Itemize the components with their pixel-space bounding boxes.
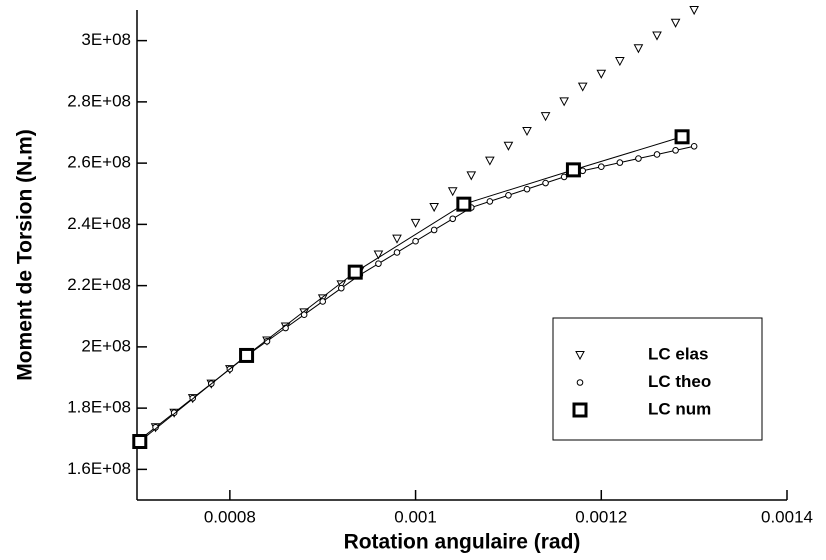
y-tick-label: 3E+08 [81, 30, 131, 49]
marker [633, 44, 644, 54]
marker [486, 198, 494, 205]
marker [412, 237, 419, 245]
marker [456, 196, 472, 212]
marker [523, 185, 531, 193]
marker [615, 57, 625, 67]
marker [559, 97, 569, 107]
marker [447, 187, 458, 197]
marker [575, 351, 585, 361]
legend-label: LC theo [648, 372, 711, 391]
marker [152, 423, 159, 431]
marker [132, 434, 148, 450]
marker [466, 171, 477, 181]
marker [597, 163, 605, 171]
y-axis-title: Moment de Torsion (N.m) [14, 129, 37, 381]
marker [652, 31, 662, 41]
marker [565, 162, 581, 178]
marker [576, 379, 584, 386]
marker [373, 250, 384, 260]
marker [690, 142, 698, 150]
marker [347, 264, 363, 280]
marker [635, 155, 642, 162]
marker [170, 409, 178, 417]
y-tick-label: 2.4E+08 [67, 214, 131, 233]
marker [393, 249, 401, 256]
marker [319, 298, 327, 305]
marker [540, 112, 551, 122]
y-tick-label: 1.6E+08 [67, 459, 131, 478]
marker [263, 337, 271, 345]
y-tick-label: 2.2E+08 [67, 275, 131, 294]
marker [503, 141, 514, 151]
marker [410, 218, 421, 228]
legend-box [552, 317, 763, 441]
marker [449, 215, 457, 223]
legend-label: LC elas [648, 344, 708, 363]
y-tick-label: 1.8E+08 [67, 398, 131, 417]
x-tick-label: 0.0008 [204, 507, 256, 526]
x-tick-label: 0.0012 [575, 507, 627, 526]
x-tick-label: 0.0014 [761, 507, 813, 526]
series-line [139, 136, 683, 442]
legend-label: LC num [648, 399, 711, 418]
marker [430, 226, 438, 234]
marker [670, 18, 681, 28]
y-tick-label: 2.8E+08 [67, 91, 131, 110]
marker [375, 260, 382, 267]
marker [577, 82, 588, 92]
x-axis-title: Rotation angulaire (rad) [344, 531, 581, 554]
marker [485, 156, 495, 166]
y-tick-label: 2E+08 [81, 336, 131, 355]
marker [392, 234, 402, 244]
marker [239, 347, 255, 363]
marker [689, 6, 699, 16]
marker [653, 151, 661, 158]
marker [429, 203, 439, 213]
marker [672, 147, 679, 154]
marker [674, 129, 690, 145]
x-tick-label: 0.001 [394, 507, 437, 526]
marker [522, 126, 532, 137]
marker [337, 284, 345, 292]
marker [505, 191, 512, 199]
marker [542, 179, 549, 187]
marker [596, 69, 607, 79]
marker [616, 159, 624, 166]
marker [572, 402, 588, 418]
y-tick-label: 2.6E+08 [67, 153, 131, 172]
